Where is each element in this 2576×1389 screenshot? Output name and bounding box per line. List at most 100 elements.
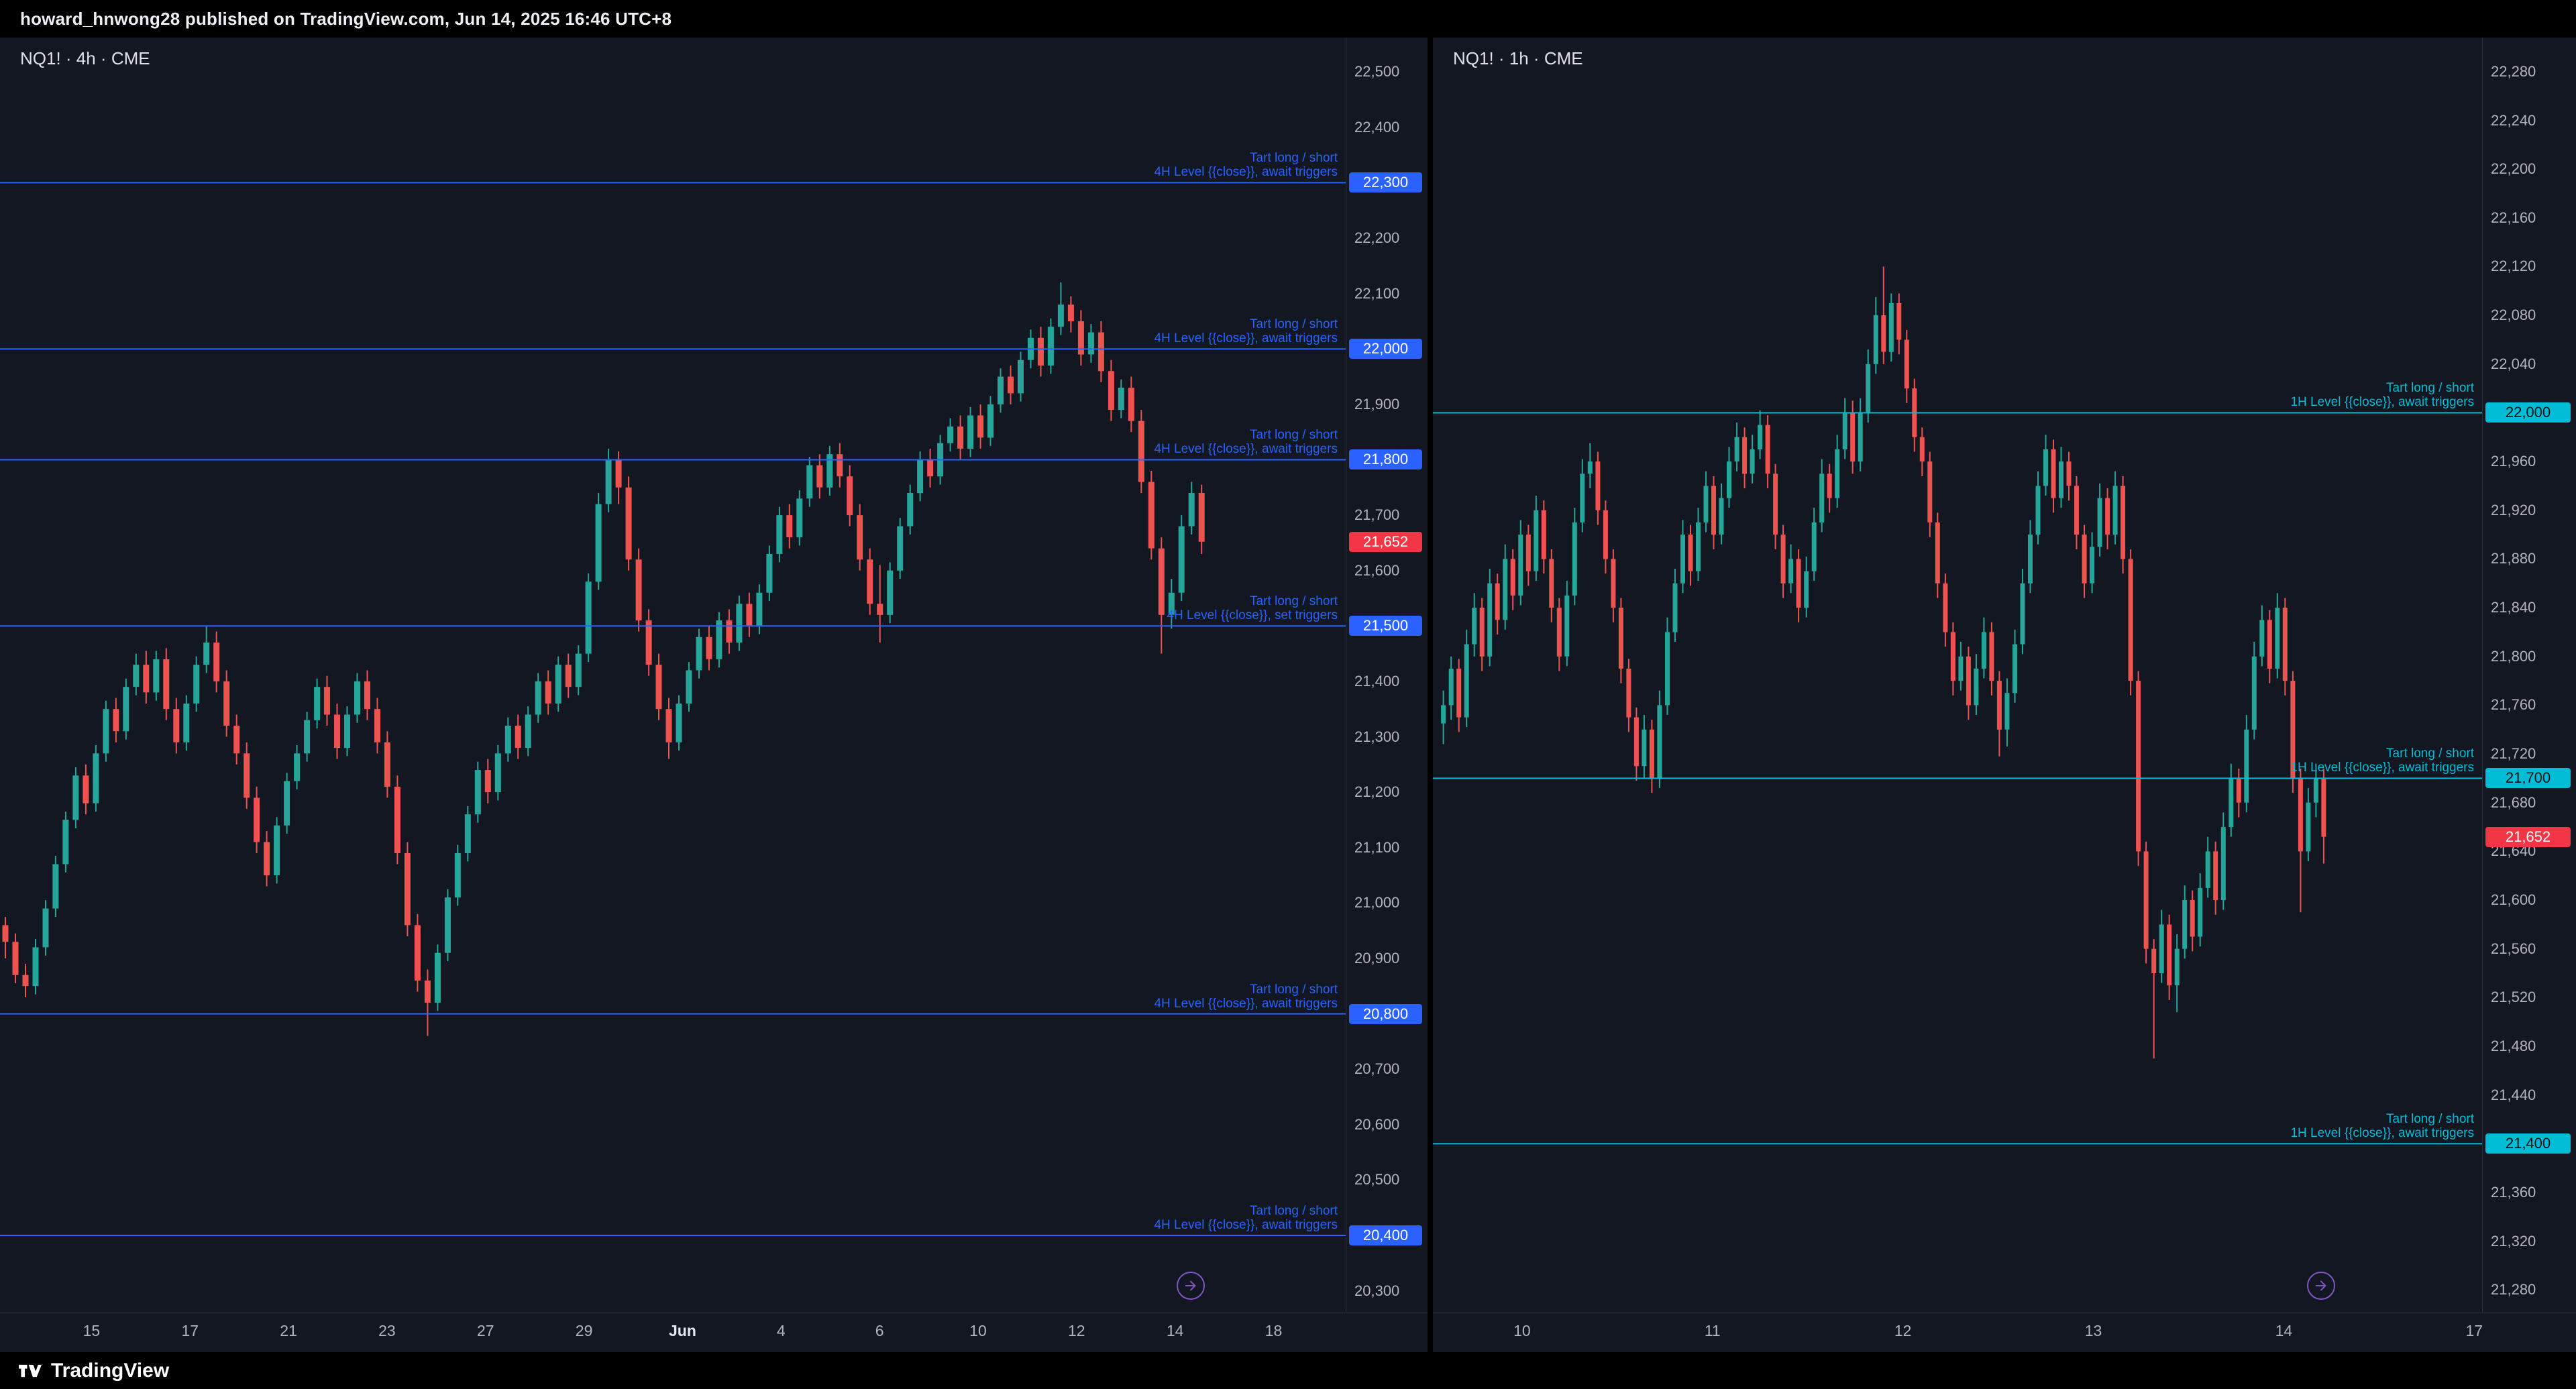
candle-body [1904, 339, 1909, 389]
level-price-badge: 22,000 [1349, 339, 1422, 359]
price-tick-label: 21,840 [2491, 599, 2536, 616]
candle-body [22, 975, 29, 987]
price-scale-1h[interactable]: 22,280 22,240 22,200 22,160 22,120 22,080 22,0… [2482, 38, 2576, 1312]
candle-body [1696, 522, 1701, 571]
brand-name[interactable]: TradingView [51, 1359, 170, 1382]
candle-body [776, 515, 783, 554]
candle-body [998, 376, 1004, 404]
candle-body [1996, 681, 2002, 730]
time-axis-label: Jun [668, 1322, 696, 1339]
level-line [0, 182, 1346, 184]
time-axis-1h[interactable]: 10 11 12 13 14 17 [1433, 1312, 2576, 1352]
candle-body [806, 465, 813, 499]
candle-body [1448, 668, 1454, 706]
candle-body [1703, 486, 1709, 522]
candle-body [1719, 498, 1724, 535]
candle-body [676, 704, 682, 742]
price-scale-4h[interactable]: 22,500 22,400 22,300 22,200 22,100 22,000 21,9… [1346, 38, 1428, 1312]
candle-body [1989, 632, 1994, 681]
candle-body [977, 415, 984, 438]
candle-body [1510, 559, 1515, 596]
level-price-badge: 21,500 [1349, 616, 1422, 636]
candle-body [12, 942, 19, 975]
price-tick-label: 22,240 [2491, 111, 2536, 129]
price-tick-label: 21,760 [2491, 696, 2536, 714]
price-tick-label: 22,200 [1354, 229, 1400, 247]
candle-body [766, 553, 773, 593]
candle-body [2167, 924, 2172, 986]
candle-body [2066, 461, 2072, 486]
candle-body [2004, 693, 2010, 730]
candle-body [1008, 376, 1014, 394]
candle-body [1158, 548, 1165, 615]
candle-body [1057, 304, 1064, 327]
candle-body [1118, 388, 1124, 410]
last-price-badge: 21,652 [2485, 826, 2571, 847]
price-plot-4h[interactable] [0, 38, 1346, 1312]
price-tick-label: 22,040 [2491, 355, 2536, 372]
candle-body [314, 687, 321, 720]
time-axis-label: 6 [875, 1322, 884, 1339]
candle-body [1633, 717, 1639, 767]
tradingview-logo-icon[interactable] [19, 1363, 42, 1379]
candle-body [1665, 632, 1670, 706]
candle-body [2128, 559, 2133, 681]
candle-body [1188, 493, 1195, 526]
candle-body [947, 426, 954, 443]
candle-body [555, 665, 561, 704]
price-tick-label: 22,080 [2491, 307, 2536, 324]
candle-body [847, 476, 853, 516]
level-price-badge: 20,400 [1349, 1225, 1422, 1245]
candle-body [1178, 526, 1185, 593]
candle-body [424, 981, 431, 1003]
candle-body [504, 726, 511, 754]
candle-body [1038, 337, 1044, 366]
price-tick-label: 21,700 [1354, 506, 1400, 524]
candle-body [1441, 705, 1446, 724]
level-price-badge: 21,800 [1349, 449, 1422, 470]
candle-body [1564, 595, 1570, 657]
candle-body [1727, 461, 1731, 498]
go-to-realtime-button-4h[interactable] [1177, 1272, 1205, 1300]
time-axis-label: 11 [1704, 1322, 1721, 1339]
candle-body [1873, 315, 1878, 364]
candle-body [1958, 656, 1964, 681]
candle-body [605, 459, 612, 504]
price-tick-label: 21,920 [2491, 501, 2536, 518]
go-to-realtime-button-1h[interactable] [2307, 1272, 2335, 1300]
time-axis-label: 17 [2465, 1322, 2483, 1339]
candle-body [1128, 388, 1134, 421]
time-axis-4h[interactable]: 15 17 21 23 27 29 Jun 4 6 10 12 14 18 [0, 1312, 1428, 1352]
candle-body [877, 604, 883, 615]
arrow-right-icon [1185, 1280, 1196, 1291]
time-axis-label: 12 [1894, 1322, 1912, 1339]
price-tick-label: 21,800 [2491, 647, 2536, 665]
arrow-right-icon [2315, 1280, 2326, 1291]
time-axis-label: 29 [575, 1322, 593, 1339]
candle-body [434, 952, 441, 1003]
candle-wick [427, 969, 429, 1036]
candle-body [354, 681, 360, 715]
price-tick-label: 21,280 [2491, 1281, 2536, 1298]
candle-body [2174, 948, 2180, 986]
time-axis-label: 14 [1166, 1322, 1184, 1339]
candle-body [1919, 437, 1925, 462]
level-line [0, 1013, 1346, 1015]
candle-wick [2153, 939, 2155, 1059]
price-tick-label: 22,280 [2491, 62, 2536, 80]
candle-body [1018, 359, 1024, 394]
candle-body [284, 781, 290, 826]
candle-body [233, 726, 240, 754]
candle-body [324, 687, 330, 715]
candle-body [2236, 778, 2241, 803]
candle-body [1758, 425, 1763, 449]
candle-body [565, 665, 572, 687]
candle-body [484, 770, 491, 793]
candle-body [615, 459, 622, 488]
candle-body [193, 665, 200, 704]
level-line [0, 348, 1346, 350]
candle-body [223, 681, 230, 726]
candle-body [1734, 437, 1739, 462]
price-plot-1h[interactable] [1433, 38, 2482, 1312]
candle-body [897, 526, 904, 571]
